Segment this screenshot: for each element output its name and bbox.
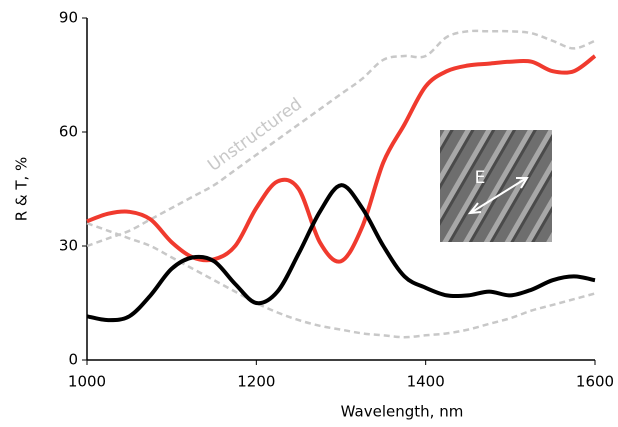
y-tick-label: 0: [68, 351, 78, 369]
arrow-head: [516, 177, 529, 189]
inset-image: [440, 130, 552, 242]
x-tick-label: 1400: [407, 373, 445, 391]
x-tick-label: 1000: [68, 373, 106, 391]
series-line: [86, 54, 597, 264]
y-tick-label: 30: [59, 237, 78, 255]
y-tick-label: 90: [59, 9, 78, 27]
series-line: [86, 29, 596, 248]
y-axis-label: R & T, %: [13, 157, 31, 222]
annotation: Unstructured: [204, 94, 306, 176]
series-line: [86, 183, 596, 323]
arrow-head: [467, 202, 482, 215]
x-tick-label: 1600: [576, 373, 614, 391]
x-axis-label: Wavelength, nm: [341, 403, 464, 421]
plot-area: 0 30 60 90 1000 1200 1400 1600: [59, 9, 614, 391]
polarization-arrow: [471, 178, 526, 213]
series-line: [86, 222, 596, 339]
y-tick-label: 60: [59, 123, 78, 141]
x-tick-label: 1200: [237, 373, 275, 391]
inset-label: E: [475, 168, 486, 188]
